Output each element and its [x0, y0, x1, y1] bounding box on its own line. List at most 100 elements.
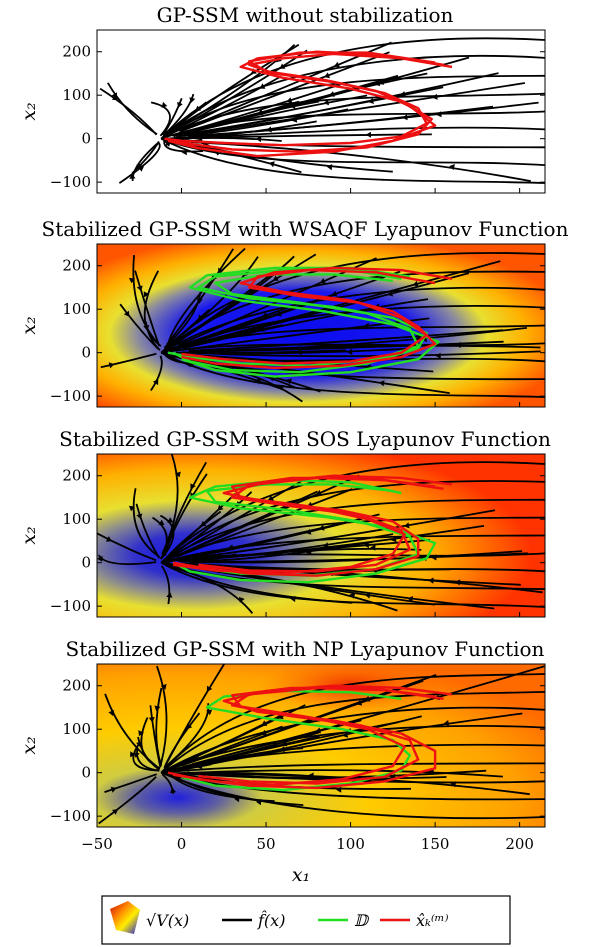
flow-arrow	[138, 730, 144, 737]
panel-2: 200 100 0 −100 Stabilized GP-SSM with WSAQF …	[18, 217, 569, 408]
y-tick-label: 200	[62, 43, 91, 61]
flow-line	[160, 516, 545, 564]
x-tick-label: −50	[81, 835, 113, 853]
y-tick-label: 100	[62, 86, 91, 104]
flow-line	[179, 533, 394, 562]
flow-line	[163, 712, 201, 769]
flow-arrow	[281, 740, 288, 747]
flow-arrow	[363, 322, 370, 329]
y-axis-label: x₂	[18, 736, 40, 754]
panel-3: 200 100 0 −100 Stabilized GP-SSM with SOS Ly…	[18, 427, 551, 618]
flow-arrow	[239, 596, 245, 603]
y-tick-label: 0	[81, 344, 91, 362]
flow-arrow	[148, 717, 155, 723]
flow-line	[160, 54, 545, 140]
flow-line	[98, 776, 157, 825]
flow-line	[190, 82, 526, 136]
flow-line	[163, 139, 204, 153]
flow-line	[162, 97, 183, 136]
flow-arrow	[177, 101, 183, 108]
flow-arrow	[133, 752, 140, 758]
y-axis-label: x₂	[18, 316, 40, 334]
flow-arrow	[158, 519, 165, 525]
x-tick-label: 50	[257, 835, 276, 853]
flow-arrow	[412, 280, 419, 287]
flow-line	[160, 324, 545, 354]
y-tick-label: 200	[62, 677, 91, 695]
flow-arrow	[170, 787, 177, 794]
flow-arrow	[378, 380, 385, 387]
flow-arrow	[129, 173, 136, 179]
panel-title: Stabilized GP-SSM with WSAQF Lyapunov Fu…	[42, 217, 569, 241]
flow-arrow	[255, 378, 262, 385]
flow-line	[160, 771, 545, 820]
flow-arrow	[234, 796, 240, 803]
flow-line	[188, 769, 503, 778]
y-tick-label: 200	[62, 467, 91, 485]
flow-line	[135, 503, 161, 559]
flow-arrow	[404, 522, 410, 529]
flow-line	[160, 498, 545, 564]
plot-frame	[96, 243, 546, 408]
y-tick-label: −100	[50, 173, 91, 191]
flow-line	[160, 137, 545, 166]
flow-line	[152, 516, 168, 560]
flow-line	[160, 480, 545, 564]
flow-line	[160, 725, 545, 774]
flow-line	[188, 329, 503, 352]
flow-arrow	[167, 517, 174, 523]
y-tick-label: 200	[62, 257, 91, 275]
plot-area	[97, 244, 545, 407]
flow-arrow	[181, 149, 187, 156]
flow-line	[149, 705, 162, 768]
flow-arrow	[261, 312, 268, 318]
flow-arrow	[112, 94, 118, 101]
flow-arrow	[349, 592, 356, 599]
flow-arrow	[189, 97, 196, 103]
y-tick-label: −100	[50, 597, 91, 615]
flow-line	[150, 355, 163, 391]
flow-line	[104, 693, 158, 768]
plot-area	[97, 454, 545, 617]
plot-area	[97, 664, 545, 827]
y-tick-label: −100	[50, 387, 91, 405]
flow-arrow	[206, 685, 213, 692]
flow-line	[160, 743, 545, 774]
flow-arrow	[105, 536, 112, 542]
flow-line	[169, 273, 272, 348]
flow-line	[118, 141, 161, 184]
x-tick-label: 100	[336, 835, 365, 853]
panel-title: Stabilized GP-SSM with SOS Lyapunov Func…	[59, 427, 551, 451]
flow-arrow	[166, 592, 173, 598]
flow-line	[99, 87, 158, 136]
flow-line	[163, 292, 202, 349]
flow-line	[160, 534, 545, 564]
y-tick-label: −100	[50, 807, 91, 825]
flow-arrow	[319, 278, 326, 284]
plot-frame	[96, 453, 546, 618]
flow-arrow	[399, 91, 406, 98]
legend-d-label: 𝔻	[354, 911, 370, 930]
flow-arrow	[365, 131, 371, 138]
flow-arrow	[316, 489, 322, 496]
flow-line	[190, 550, 523, 564]
flow-arrow	[268, 495, 274, 501]
panel-1: 200 100 0 −100 GP-SSM without stabilization x…	[18, 3, 546, 194]
flow-line	[134, 270, 161, 347]
predicted-trajectory-4	[172, 686, 436, 786]
flow-arrow	[443, 720, 449, 727]
flow-arrow	[174, 471, 181, 478]
colorbar-swatch	[110, 901, 140, 934]
y-tick-label: 0	[81, 130, 91, 148]
flow-arrow	[138, 166, 144, 172]
predicted-trajectory-5	[172, 476, 436, 575]
flow-arrow	[110, 786, 117, 793]
flow-arrow	[364, 592, 371, 599]
x-tick-label: 200	[505, 835, 534, 853]
flow-line	[97, 532, 157, 562]
legend: √V(x) f̂(x) 𝔻 x̂ₖ⁽ᵐ⁾	[101, 895, 511, 945]
flow-line	[132, 255, 160, 346]
panel-title: GP-SSM without stabilization	[157, 3, 454, 27]
flow-arrow	[152, 379, 159, 386]
